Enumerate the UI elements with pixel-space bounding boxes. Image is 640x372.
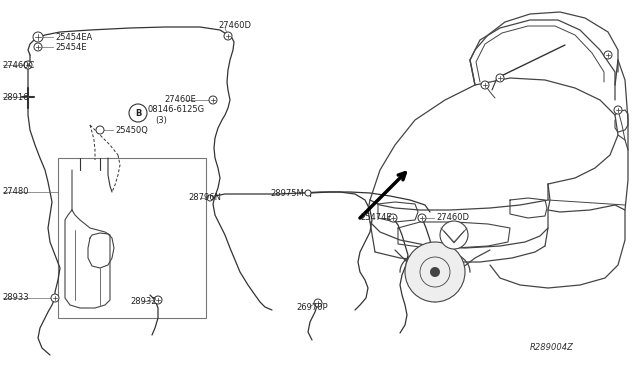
Circle shape (440, 221, 468, 249)
Circle shape (314, 299, 322, 307)
Text: 25454EA: 25454EA (55, 32, 92, 42)
Text: B: B (135, 109, 141, 118)
Text: 25454E: 25454E (55, 42, 86, 51)
Text: 08146-6125G: 08146-6125G (148, 106, 205, 115)
Circle shape (430, 267, 440, 277)
Circle shape (405, 242, 465, 302)
Text: 25450Q: 25450Q (115, 125, 148, 135)
Text: 27460D: 27460D (218, 22, 251, 31)
Circle shape (96, 126, 104, 134)
Circle shape (51, 294, 59, 302)
Text: R289004Z: R289004Z (530, 343, 574, 353)
Circle shape (305, 190, 311, 196)
Circle shape (389, 214, 397, 222)
Text: 27480: 27480 (2, 187, 29, 196)
Circle shape (129, 104, 147, 122)
Circle shape (481, 81, 489, 89)
Text: 28796N: 28796N (188, 193, 221, 202)
Text: 28932: 28932 (130, 298, 157, 307)
Circle shape (614, 106, 622, 114)
Circle shape (418, 214, 426, 222)
Text: (3): (3) (155, 115, 167, 125)
Circle shape (209, 96, 217, 104)
Circle shape (496, 74, 504, 82)
Circle shape (33, 32, 43, 42)
Text: 28916: 28916 (0, 93, 1, 102)
Circle shape (207, 195, 213, 201)
Text: 25474E: 25474E (360, 214, 392, 222)
Text: 27460C: 27460C (2, 61, 35, 70)
Circle shape (224, 32, 232, 40)
Bar (58, 158, 206, 318)
Circle shape (154, 296, 162, 304)
Text: 27460C: 27460C (0, 61, 1, 70)
Circle shape (34, 43, 42, 51)
Circle shape (24, 61, 32, 69)
Text: 28916: 28916 (2, 93, 29, 102)
Circle shape (155, 297, 161, 303)
Text: 27460D: 27460D (436, 214, 469, 222)
Text: 28975M: 28975M (270, 189, 304, 198)
Circle shape (604, 51, 612, 59)
Text: 26970P: 26970P (296, 304, 328, 312)
Text: 28933: 28933 (2, 294, 29, 302)
Text: 27460E: 27460E (164, 96, 196, 105)
